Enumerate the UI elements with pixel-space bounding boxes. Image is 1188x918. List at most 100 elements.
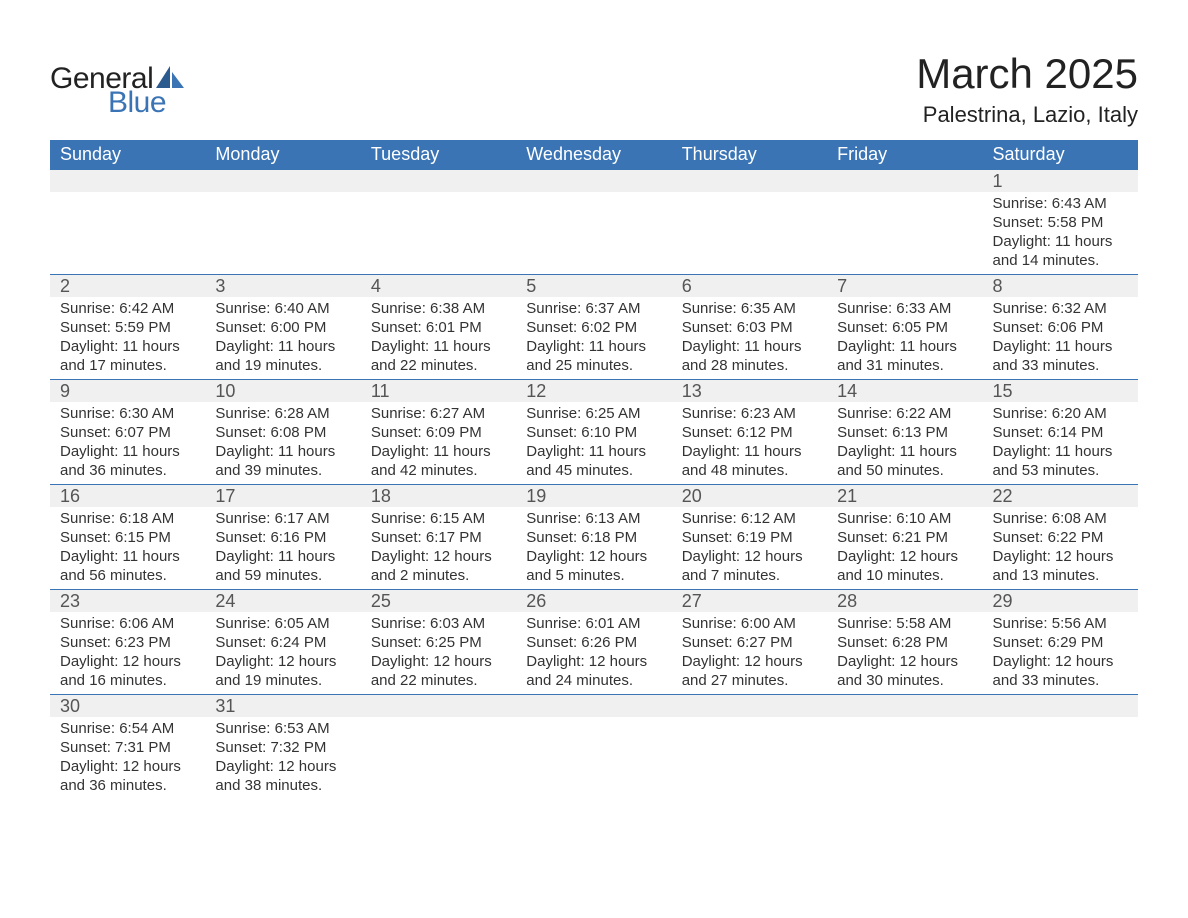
day-data-cell: [205, 192, 360, 275]
day-number: 23: [50, 590, 205, 612]
daylight-text: Daylight: 12 hours and 27 minutes.: [682, 652, 817, 690]
brand-logo: General Blue: [50, 62, 184, 120]
sunset-text: Sunset: 6:14 PM: [993, 423, 1128, 442]
sunset-text: Sunset: 6:13 PM: [837, 423, 972, 442]
day-number-cell: [672, 695, 827, 718]
day-data-cell: [672, 717, 827, 799]
sunset-text: Sunset: 6:26 PM: [526, 633, 661, 652]
sunrise-text: Sunrise: 6:03 AM: [371, 614, 506, 633]
day-data: Sunrise: 6:00 AMSunset: 6:27 PMDaylight:…: [672, 612, 827, 694]
day-number: 13: [672, 380, 827, 402]
day-data-cell: Sunrise: 6:06 AMSunset: 6:23 PMDaylight:…: [50, 612, 205, 695]
day-data-cell: [516, 717, 671, 799]
day-number-row: 9101112131415: [50, 380, 1138, 403]
day-number-cell: 19: [516, 485, 671, 508]
day-data-row: Sunrise: 6:43 AMSunset: 5:58 PMDaylight:…: [50, 192, 1138, 275]
day-number: 14: [827, 380, 982, 402]
day-data-cell: [361, 717, 516, 799]
day-data: Sunrise: 6:06 AMSunset: 6:23 PMDaylight:…: [50, 612, 205, 694]
day-number-cell: 9: [50, 380, 205, 403]
sunrise-text: Sunrise: 6:43 AM: [993, 194, 1128, 213]
day-number: 4: [361, 275, 516, 297]
day-data-cell: Sunrise: 6:12 AMSunset: 6:19 PMDaylight:…: [672, 507, 827, 590]
daylight-text: Daylight: 12 hours and 22 minutes.: [371, 652, 506, 690]
day-data-cell: Sunrise: 6:53 AMSunset: 7:32 PMDaylight:…: [205, 717, 360, 799]
sunset-text: Sunset: 6:00 PM: [215, 318, 350, 337]
day-number-cell: [672, 170, 827, 193]
day-data-cell: Sunrise: 6:08 AMSunset: 6:22 PMDaylight:…: [983, 507, 1138, 590]
sunrise-text: Sunrise: 6:40 AM: [215, 299, 350, 318]
sunrise-text: Sunrise: 6:17 AM: [215, 509, 350, 528]
sunrise-text: Sunrise: 6:01 AM: [526, 614, 661, 633]
day-data-cell: [516, 192, 671, 275]
daylight-text: Daylight: 12 hours and 30 minutes.: [837, 652, 972, 690]
day-data-cell: [983, 717, 1138, 799]
sunrise-text: Sunrise: 6:28 AM: [215, 404, 350, 423]
day-data-cell: Sunrise: 6:01 AMSunset: 6:26 PMDaylight:…: [516, 612, 671, 695]
sunset-text: Sunset: 6:08 PM: [215, 423, 350, 442]
day-number-cell: 15: [983, 380, 1138, 403]
day-number: 22: [983, 485, 1138, 507]
day-data: Sunrise: 6:53 AMSunset: 7:32 PMDaylight:…: [205, 717, 360, 799]
day-number-cell: 16: [50, 485, 205, 508]
day-number-cell: 29: [983, 590, 1138, 613]
day-data: Sunrise: 6:08 AMSunset: 6:22 PMDaylight:…: [983, 507, 1138, 589]
day-number-cell: 5: [516, 275, 671, 298]
day-data-cell: Sunrise: 6:54 AMSunset: 7:31 PMDaylight:…: [50, 717, 205, 799]
daylight-text: Daylight: 11 hours and 14 minutes.: [993, 232, 1128, 270]
day-number-cell: [50, 170, 205, 193]
day-number: 6: [672, 275, 827, 297]
daylight-text: Daylight: 11 hours and 31 minutes.: [837, 337, 972, 375]
day-number-cell: 11: [361, 380, 516, 403]
sunrise-text: Sunrise: 6:10 AM: [837, 509, 972, 528]
day-data: Sunrise: 6:43 AMSunset: 5:58 PMDaylight:…: [983, 192, 1138, 274]
weekday-header: Friday: [827, 140, 982, 170]
day-number: 18: [361, 485, 516, 507]
weekday-header-row: SundayMondayTuesdayWednesdayThursdayFrid…: [50, 140, 1138, 170]
day-data-row: Sunrise: 6:54 AMSunset: 7:31 PMDaylight:…: [50, 717, 1138, 799]
location: Palestrina, Lazio, Italy: [916, 102, 1138, 128]
day-data: Sunrise: 6:10 AMSunset: 6:21 PMDaylight:…: [827, 507, 982, 589]
daylight-text: Daylight: 11 hours and 53 minutes.: [993, 442, 1128, 480]
calendar-table: SundayMondayTuesdayWednesdayThursdayFrid…: [50, 140, 1138, 799]
daylight-text: Daylight: 12 hours and 16 minutes.: [60, 652, 195, 690]
sunrise-text: Sunrise: 6:20 AM: [993, 404, 1128, 423]
day-number-cell: 27: [672, 590, 827, 613]
sunset-text: Sunset: 6:24 PM: [215, 633, 350, 652]
day-number: 28: [827, 590, 982, 612]
weekday-header: Thursday: [672, 140, 827, 170]
day-number-cell: [827, 695, 982, 718]
day-data-cell: Sunrise: 6:13 AMSunset: 6:18 PMDaylight:…: [516, 507, 671, 590]
daylight-text: Daylight: 12 hours and 5 minutes.: [526, 547, 661, 585]
day-data-cell: Sunrise: 6:00 AMSunset: 6:27 PMDaylight:…: [672, 612, 827, 695]
sunrise-text: Sunrise: 6:35 AM: [682, 299, 817, 318]
day-number-row: 16171819202122: [50, 485, 1138, 508]
day-data-cell: Sunrise: 6:43 AMSunset: 5:58 PMDaylight:…: [983, 192, 1138, 275]
daylight-text: Daylight: 12 hours and 7 minutes.: [682, 547, 817, 585]
day-number-cell: 7: [827, 275, 982, 298]
sunset-text: Sunset: 6:25 PM: [371, 633, 506, 652]
day-number-cell: 17: [205, 485, 360, 508]
day-number-cell: 18: [361, 485, 516, 508]
day-number: 21: [827, 485, 982, 507]
day-data-cell: Sunrise: 6:38 AMSunset: 6:01 PMDaylight:…: [361, 297, 516, 380]
daylight-text: Daylight: 11 hours and 56 minutes.: [60, 547, 195, 585]
sunset-text: Sunset: 5:58 PM: [993, 213, 1128, 232]
day-data-cell: [50, 192, 205, 275]
daylight-text: Daylight: 12 hours and 38 minutes.: [215, 757, 350, 795]
page-header: General Blue March 2025 Palestrina, Lazi…: [50, 50, 1138, 128]
day-number-cell: 8: [983, 275, 1138, 298]
day-number-cell: 14: [827, 380, 982, 403]
day-data: Sunrise: 6:22 AMSunset: 6:13 PMDaylight:…: [827, 402, 982, 484]
sunrise-text: Sunrise: 6:15 AM: [371, 509, 506, 528]
sunset-text: Sunset: 6:02 PM: [526, 318, 661, 337]
day-number-cell: 30: [50, 695, 205, 718]
day-data-cell: Sunrise: 6:23 AMSunset: 6:12 PMDaylight:…: [672, 402, 827, 485]
sunset-text: Sunset: 6:03 PM: [682, 318, 817, 337]
daylight-text: Daylight: 11 hours and 59 minutes.: [215, 547, 350, 585]
sunrise-text: Sunrise: 6:53 AM: [215, 719, 350, 738]
sunset-text: Sunset: 6:27 PM: [682, 633, 817, 652]
daylight-text: Daylight: 12 hours and 19 minutes.: [215, 652, 350, 690]
weekday-header: Sunday: [50, 140, 205, 170]
day-number-cell: [983, 695, 1138, 718]
